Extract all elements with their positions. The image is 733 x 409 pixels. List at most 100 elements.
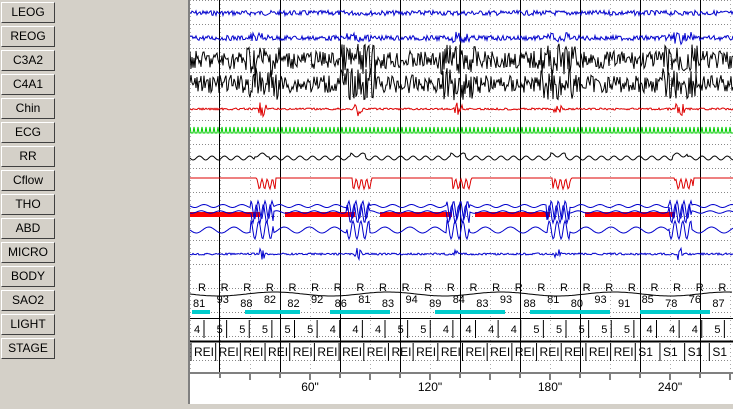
sao2-value: 82 bbox=[287, 298, 299, 310]
sao2-band bbox=[192, 310, 210, 314]
body-position-label: R bbox=[402, 282, 410, 294]
light-value: 5 bbox=[420, 324, 426, 336]
c4a1-trace bbox=[190, 67, 733, 101]
channel-button-body[interactable]: BODY bbox=[1, 266, 55, 287]
stage-value: REI bbox=[515, 345, 535, 359]
stage-value: REI bbox=[391, 345, 411, 359]
stage-value: REI bbox=[416, 345, 436, 359]
sao2-band bbox=[530, 310, 610, 314]
stage-value: REI bbox=[293, 345, 313, 359]
sao2-band bbox=[245, 310, 300, 314]
sao2-value: 81 bbox=[193, 298, 205, 310]
light-value: 5 bbox=[624, 324, 630, 336]
sao2-value: 84 bbox=[453, 294, 465, 306]
body-position-label: R bbox=[356, 282, 364, 294]
light-value: 4 bbox=[511, 324, 517, 336]
light-value: 5 bbox=[579, 324, 585, 336]
light-value: 5 bbox=[601, 324, 607, 336]
sao2-value: 88 bbox=[240, 298, 252, 310]
channel-button-stage[interactable]: STAGE bbox=[1, 338, 55, 359]
channel-button-rr[interactable]: RR bbox=[1, 146, 55, 167]
channel-sidebar: LEOG REOG C3A2 C4A1 Chin ECG RR Cflow THO ABD MICR… bbox=[0, 0, 60, 404]
light-value: 5 bbox=[714, 324, 720, 336]
stage-value: REI bbox=[490, 345, 510, 359]
stage-value: REI bbox=[564, 345, 584, 359]
sao2-curve bbox=[190, 291, 733, 297]
channel-button-chin[interactable]: Chin bbox=[1, 98, 55, 119]
reog-trace bbox=[190, 31, 733, 46]
signal-traces: R R R R R R R R R R R R R R R R R R R R R R R R81 93 88 82 82 92 86 81… bbox=[190, 0, 733, 372]
light-value: 4 bbox=[466, 324, 472, 336]
sao2-band bbox=[435, 310, 505, 314]
light-value: 5 bbox=[217, 324, 223, 336]
chin-trace bbox=[190, 102, 733, 119]
light-value: 4 bbox=[669, 324, 675, 336]
body-position-label: R bbox=[560, 282, 568, 294]
polysomnography-plot[interactable]: R R R R R R R R R R R R R R R R R R R R R R R R 81 93 88 82 82 92 86 81… bbox=[188, 0, 733, 372]
tho-flow-limit-bar bbox=[380, 212, 452, 217]
light-value: 5 bbox=[533, 324, 539, 336]
light-value: 5 bbox=[556, 324, 562, 336]
channel-button-reog[interactable]: REOG bbox=[1, 26, 55, 47]
channel-button-micro[interactable]: MICRO bbox=[1, 242, 55, 263]
sao2-value: 92 bbox=[311, 294, 323, 306]
stage-value: REI bbox=[268, 345, 288, 359]
sao2-value: 89 bbox=[429, 298, 441, 310]
body-position-label: R bbox=[334, 282, 342, 294]
sao2-value: 81 bbox=[358, 294, 370, 306]
light-value: 5 bbox=[307, 324, 313, 336]
ecg-trace bbox=[190, 126, 733, 134]
body-position-label: R bbox=[221, 282, 229, 294]
stage-value: REI bbox=[317, 345, 337, 359]
sao2-value: 88 bbox=[524, 298, 536, 310]
sao2-value: 81 bbox=[547, 294, 559, 306]
stage-value: S1 bbox=[712, 345, 727, 359]
sao2-value: 94 bbox=[405, 294, 417, 306]
body-position-label: R bbox=[289, 282, 297, 294]
light-value: 5 bbox=[262, 324, 268, 336]
body-position-label: R bbox=[424, 282, 432, 294]
body-position-label: R bbox=[470, 282, 478, 294]
channel-button-sao2[interactable]: SAO2 bbox=[1, 290, 55, 311]
channel-button-light[interactable]: LIGHT bbox=[1, 314, 55, 335]
sao2-value: 76 bbox=[689, 294, 701, 306]
channel-button-ecg[interactable]: ECG bbox=[1, 122, 55, 143]
body-position-label: R bbox=[243, 282, 251, 294]
sao2-value: 83 bbox=[476, 298, 488, 310]
stage-value: REI bbox=[194, 345, 214, 359]
stage-value: S1 bbox=[638, 345, 653, 359]
body-position-label: R bbox=[718, 282, 726, 294]
stage-value: REI bbox=[342, 345, 362, 359]
tho-flow-limit-bar bbox=[285, 212, 355, 217]
stage-value: S1 bbox=[663, 345, 678, 359]
channel-button-c3a2[interactable]: C3A2 bbox=[1, 50, 55, 71]
leog-trace bbox=[190, 8, 733, 18]
time-tick-label: 60" bbox=[301, 380, 319, 394]
light-value: 5 bbox=[285, 324, 291, 336]
light-value: 4 bbox=[330, 324, 336, 336]
sao2-value: 80 bbox=[571, 298, 583, 310]
channel-button-abd[interactable]: ABD bbox=[1, 218, 55, 239]
sao2-value: 93 bbox=[594, 294, 606, 306]
sao2-value: 85 bbox=[642, 294, 654, 306]
stage-value: REI bbox=[243, 345, 263, 359]
time-tick-label: 240" bbox=[658, 380, 682, 394]
sao2-band bbox=[640, 310, 710, 314]
stage-value: REI bbox=[540, 345, 560, 359]
body-position-label: R bbox=[673, 282, 681, 294]
body-position-label: R bbox=[492, 282, 500, 294]
body-position-label: R bbox=[537, 282, 545, 294]
micro-trace bbox=[190, 246, 733, 262]
body-position-label: R bbox=[515, 282, 523, 294]
body-position-label: R bbox=[311, 282, 319, 294]
light-value: 4 bbox=[375, 324, 381, 336]
time-tick-label: 120" bbox=[418, 380, 442, 394]
channel-button-tho[interactable]: THO bbox=[1, 194, 55, 215]
channel-button-leog[interactable]: LEOG bbox=[1, 2, 55, 23]
channel-button-c4a1[interactable]: C4A1 bbox=[1, 74, 55, 95]
sao2-value: 78 bbox=[665, 298, 677, 310]
sao2-value: 91 bbox=[618, 298, 630, 310]
channel-button-cflow[interactable]: Cflow bbox=[1, 170, 55, 191]
light-value: 5 bbox=[398, 324, 404, 336]
body-position-label: R bbox=[379, 282, 387, 294]
